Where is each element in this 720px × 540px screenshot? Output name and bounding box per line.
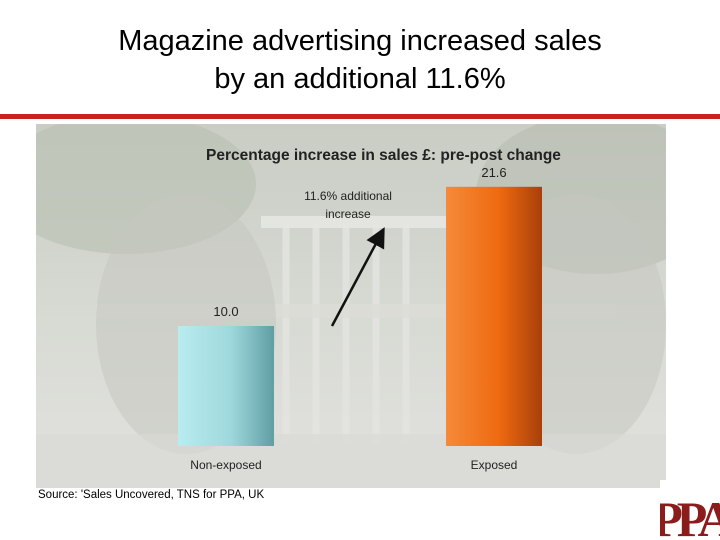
chart-panel: Percentage increase in sales £: pre-post… <box>36 124 666 488</box>
increase-arrow-icon <box>330 227 385 327</box>
value-label: 21.6 <box>481 165 506 180</box>
value-label: 10.0 <box>213 304 238 319</box>
category-label: Exposed <box>471 458 518 472</box>
bars-group <box>178 186 542 447</box>
slide-title-line2: by an additional 11.6% <box>214 63 506 95</box>
ppa-logo: PPA <box>660 480 720 540</box>
category-label: Non-exposed <box>190 458 261 472</box>
value-labels-group: 10.0 21.6 <box>213 165 506 319</box>
annotation-line1: 11.6% additional <box>304 189 392 203</box>
bar-exposed <box>446 186 542 447</box>
chart-title: Percentage increase in sales £: pre-post… <box>206 147 561 164</box>
bar-non-exposed <box>178 326 274 446</box>
background-photo <box>36 124 666 488</box>
source-note: Source: 'Sales Uncovered, TNS for PPA, U… <box>38 489 265 501</box>
slide-title: Magazine advertising increased sales by … <box>0 22 720 98</box>
category-labels-group: Non-exposed Exposed <box>190 458 517 472</box>
annotation-line2: increase <box>325 207 371 221</box>
title-divider <box>0 114 720 119</box>
bar-chart: Percentage increase in sales £: pre-post… <box>36 124 666 488</box>
slide-title-line1: Magazine advertising increased sales <box>118 25 602 57</box>
ppa-logo-text: PPA <box>660 491 720 540</box>
